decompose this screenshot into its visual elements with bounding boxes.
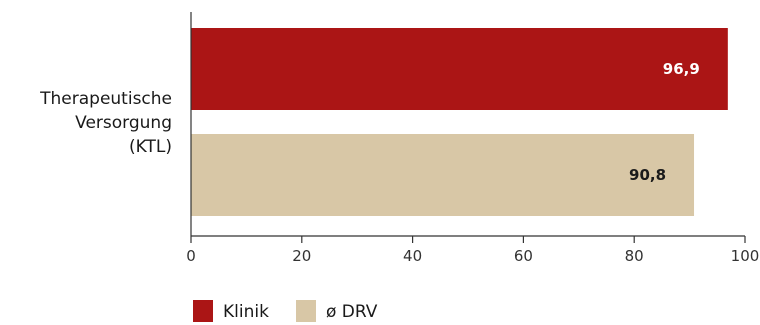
legend-swatch [193, 300, 213, 322]
bar [191, 28, 728, 110]
x-axis-ticks: 0 20 40 60 80 100 [186, 236, 759, 265]
x-tick-label: 80 [625, 247, 644, 265]
x-tick-label: 20 [292, 247, 311, 265]
category-label-line: Versorgung [75, 113, 172, 133]
x-tick-label: 60 [514, 247, 533, 265]
category-label: Therapeutische Versorgung (KTL) [39, 89, 172, 157]
bar-value-label: 90,8 [629, 166, 666, 184]
bar-value-label: 96,9 [663, 60, 700, 78]
category-label-line: Therapeutische [39, 89, 172, 109]
legend-label: ø DRV [326, 302, 378, 322]
bar [191, 134, 695, 216]
category-label-line: (KTL) [129, 137, 172, 157]
bar-value-labels: 96,9 90,8 [629, 60, 700, 184]
legend: Klinik ø DRV [193, 300, 378, 322]
x-tick-label: 40 [403, 247, 422, 265]
bars [191, 28, 728, 216]
legend-swatch [296, 300, 316, 322]
x-tick-label: 100 [731, 247, 760, 265]
x-tick-label: 0 [186, 247, 196, 265]
legend-label: Klinik [223, 302, 269, 322]
